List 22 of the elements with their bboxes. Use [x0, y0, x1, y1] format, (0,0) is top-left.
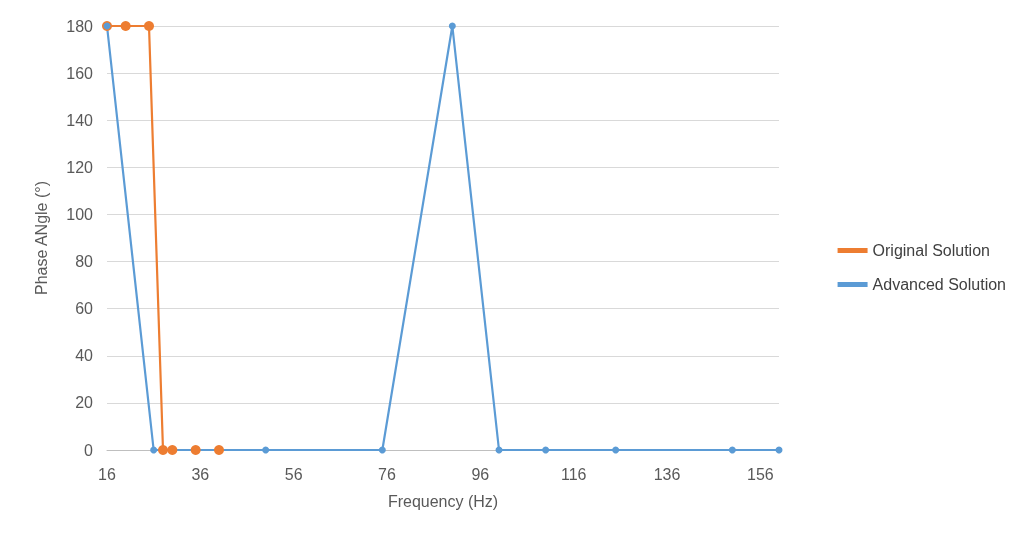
y-tick-label: 80: [75, 253, 94, 271]
x-tick-label: 16: [98, 465, 116, 483]
x-tick-label: 96: [471, 465, 490, 483]
x-tick-label: 116: [560, 465, 587, 483]
x-tick-label: 156: [746, 465, 774, 483]
x-axis-title: Frequency (Hz): [387, 492, 499, 510]
y-tick-label: 120: [66, 158, 94, 176]
y-tick-label: 40: [75, 347, 94, 365]
y-tick-label: 100: [66, 205, 94, 223]
y-tick-label: 20: [75, 394, 94, 412]
legend-label: Original Solution: [872, 242, 990, 259]
x-tick-label: 56: [284, 465, 303, 483]
y-tick-label: 0: [84, 441, 94, 459]
x-tick-label: 76: [378, 465, 396, 483]
y-tick-label: 60: [75, 300, 94, 318]
y-tick-label: 180: [66, 17, 94, 35]
y-tick-label: 140: [66, 111, 94, 129]
x-tick-label: 136: [653, 465, 681, 483]
y-tick-label: 160: [66, 64, 94, 82]
x-tick-label: 36: [191, 465, 210, 483]
legend-label: Advanced Solution: [872, 276, 1007, 293]
y-axis-title: Phase ANgle (°): [32, 180, 50, 296]
